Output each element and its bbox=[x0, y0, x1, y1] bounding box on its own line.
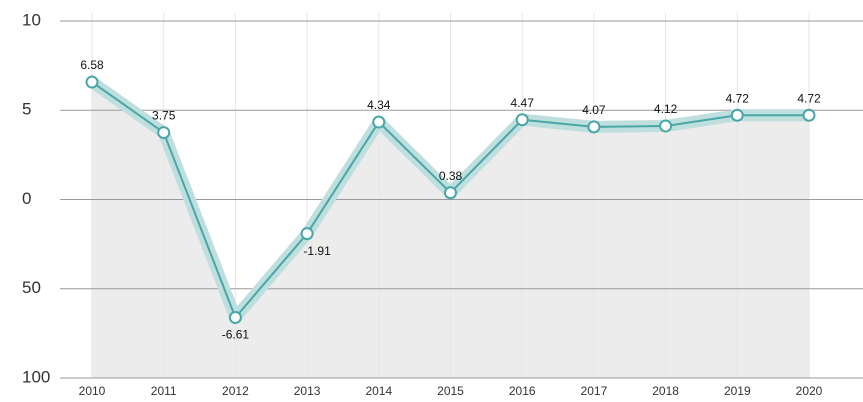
x-tick-label: 2020 bbox=[796, 384, 823, 398]
marker bbox=[85, 75, 99, 89]
y-tick-label: 10 bbox=[22, 10, 41, 29]
data-label: -1.91 bbox=[303, 244, 331, 258]
data-label: 3.75 bbox=[152, 109, 176, 123]
data-label: 4.47 bbox=[511, 96, 535, 110]
x-tick-label: 2013 bbox=[294, 384, 321, 398]
marker bbox=[444, 186, 457, 200]
marker bbox=[730, 108, 744, 122]
marker bbox=[802, 108, 816, 122]
y-tick-label: 100 bbox=[22, 367, 50, 386]
x-tick-label: 2017 bbox=[581, 384, 608, 398]
marker bbox=[372, 115, 386, 129]
data-label: 4.72 bbox=[726, 91, 750, 105]
marker bbox=[515, 113, 529, 127]
data-label: 4.72 bbox=[797, 91, 821, 105]
data-label: -6.61 bbox=[222, 328, 250, 342]
marker bbox=[659, 119, 673, 133]
marker bbox=[300, 227, 314, 241]
x-tick-label: 2012 bbox=[222, 384, 249, 398]
data-label: 4.07 bbox=[582, 103, 606, 117]
data-label: 4.34 bbox=[367, 98, 391, 112]
marker bbox=[228, 310, 242, 324]
y-tick-label: 5 bbox=[22, 100, 31, 119]
data-label: 6.58 bbox=[80, 58, 104, 72]
data-label: 0.38 bbox=[439, 169, 463, 183]
x-tick-label: 2010 bbox=[79, 384, 106, 398]
y-tick-label: 0 bbox=[22, 189, 31, 208]
x-tick-label: 2018 bbox=[652, 384, 679, 398]
x-tick-label: 2019 bbox=[724, 384, 751, 398]
marker bbox=[157, 126, 171, 140]
y-tick-label: 50 bbox=[22, 278, 41, 297]
marker bbox=[587, 120, 601, 134]
x-tick-label: 2014 bbox=[365, 384, 392, 398]
x-tick-label: 2015 bbox=[437, 384, 464, 398]
data-label: 4.12 bbox=[654, 102, 678, 116]
x-tick-label: 2016 bbox=[509, 384, 536, 398]
x-tick-label: 2011 bbox=[151, 384, 177, 398]
